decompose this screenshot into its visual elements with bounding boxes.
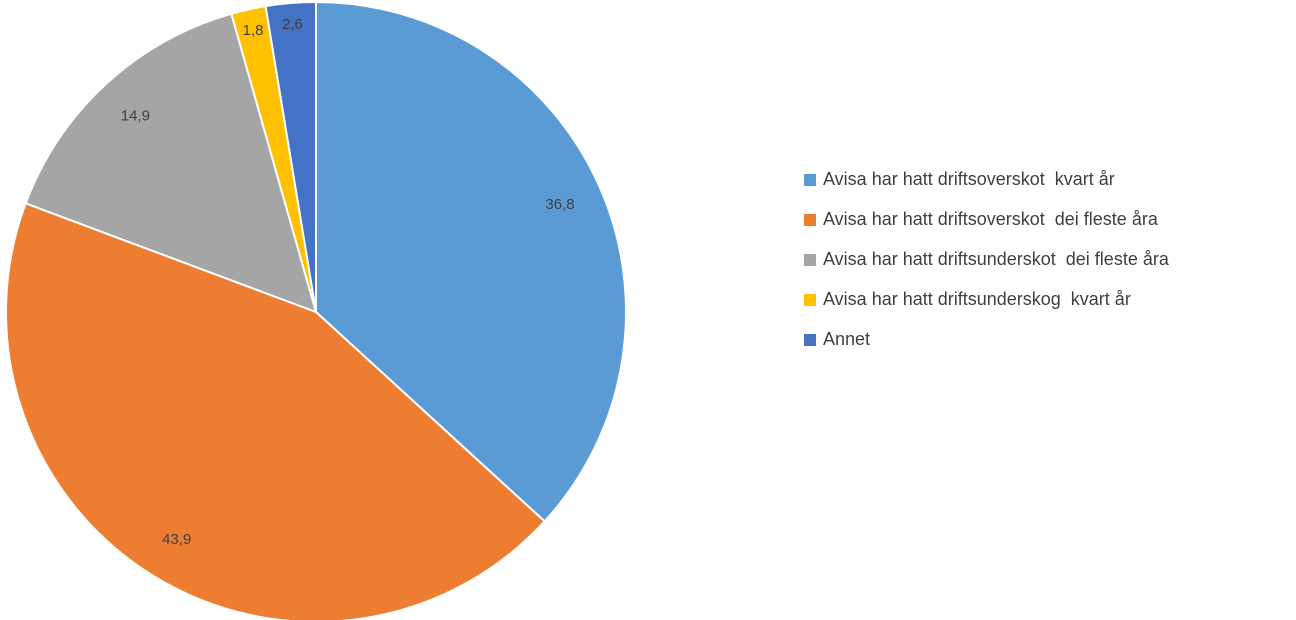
data-label: 14,9 xyxy=(121,107,150,124)
legend-item: Annet xyxy=(804,327,1296,352)
legend-label: Annet xyxy=(823,329,871,349)
legend-item: Avisa har hatt driftsunderskot dei flest… xyxy=(804,247,1296,272)
legend-label: Avisa har hatt driftsunderskog kvart år xyxy=(823,289,1131,309)
pie-slice xyxy=(5,202,547,620)
legend-swatch xyxy=(804,333,816,346)
legend: Avisa har hatt driftsoverskot kvart år A… xyxy=(804,167,1296,367)
legend-swatch xyxy=(804,253,816,266)
legend-label: Avisa har hatt driftsoverskot dei fleste… xyxy=(823,209,1158,229)
legend-swatch xyxy=(804,173,816,186)
legend-label: Avisa har hatt driftsoverskot kvart år xyxy=(823,169,1115,189)
legend-item: Avisa har hatt driftsoverskot dei fleste… xyxy=(804,207,1296,232)
pie-slice xyxy=(315,0,627,523)
data-label: 36,8 xyxy=(545,196,574,213)
data-label: 43,9 xyxy=(162,531,191,548)
pie-plot-area: 36,8 43,9 14,9 1,8 2,6 xyxy=(5,0,627,620)
legend-swatch xyxy=(804,213,816,226)
pie-data-labels: 36,8 43,9 14,9 1,8 2,6 xyxy=(121,16,575,548)
legend-item: Avisa har hatt driftsunderskog kvart år xyxy=(804,287,1296,312)
pie-slice xyxy=(264,0,317,313)
legend-swatch xyxy=(804,293,816,306)
data-label: 1,8 xyxy=(243,22,264,39)
data-label: 2,6 xyxy=(282,16,303,33)
pie-slices xyxy=(5,0,627,620)
pie-slice xyxy=(24,12,318,314)
legend-label: Avisa har hatt driftsunderskot dei flest… xyxy=(823,249,1169,269)
legend-item: Avisa har hatt driftsoverskot kvart år xyxy=(804,167,1296,192)
